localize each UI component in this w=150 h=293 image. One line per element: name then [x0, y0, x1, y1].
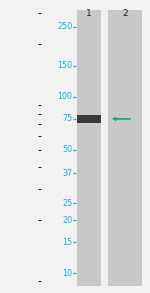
Bar: [77, 115, 101, 123]
Text: 20: 20: [62, 216, 73, 225]
Text: 50: 50: [62, 146, 73, 154]
Text: 1: 1: [86, 9, 92, 18]
Text: 75: 75: [62, 115, 73, 123]
Bar: [108, 10, 142, 286]
Text: 250: 250: [57, 22, 73, 31]
Text: 25: 25: [62, 199, 73, 207]
Text: 10: 10: [63, 269, 73, 278]
Text: 150: 150: [57, 61, 73, 70]
Bar: [77, 10, 101, 286]
Text: 2: 2: [122, 9, 128, 18]
Text: 37: 37: [62, 168, 73, 178]
Text: 15: 15: [62, 238, 73, 247]
Text: 100: 100: [57, 92, 73, 101]
